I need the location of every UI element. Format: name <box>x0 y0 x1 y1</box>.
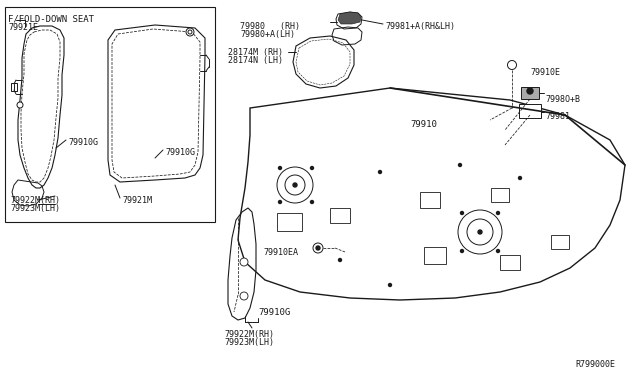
Text: 79921E: 79921E <box>8 23 38 32</box>
Circle shape <box>478 230 482 234</box>
Bar <box>491 188 509 202</box>
Text: 79910G: 79910G <box>165 148 195 157</box>
Circle shape <box>378 170 381 173</box>
Text: 79910G: 79910G <box>258 308 291 317</box>
Text: 79910G: 79910G <box>68 138 98 147</box>
Bar <box>278 213 303 231</box>
Circle shape <box>508 61 516 70</box>
Circle shape <box>17 102 23 108</box>
Text: 79981: 79981 <box>545 112 570 121</box>
Text: 79923M(LH): 79923M(LH) <box>224 338 274 347</box>
Circle shape <box>278 167 282 170</box>
Text: 79922M(RH): 79922M(RH) <box>224 330 274 339</box>
Text: 28174N (LH): 28174N (LH) <box>228 56 283 65</box>
Text: 79910EA: 79910EA <box>263 248 298 257</box>
Bar <box>420 192 440 208</box>
Circle shape <box>497 212 499 215</box>
Text: 79980   (RH): 79980 (RH) <box>240 22 300 31</box>
Text: 79981+A(RH&LH): 79981+A(RH&LH) <box>385 22 455 31</box>
Circle shape <box>339 259 342 262</box>
Circle shape <box>461 212 463 215</box>
Circle shape <box>310 167 314 170</box>
Circle shape <box>186 28 194 36</box>
Bar <box>521 87 539 99</box>
Bar <box>519 104 541 118</box>
Text: 79910: 79910 <box>410 120 437 129</box>
Circle shape <box>497 250 499 253</box>
Circle shape <box>310 201 314 203</box>
Circle shape <box>277 167 313 203</box>
Circle shape <box>240 258 248 266</box>
Circle shape <box>278 201 282 203</box>
Text: 79923M(LH): 79923M(LH) <box>10 204 60 213</box>
Text: 28174M (RH): 28174M (RH) <box>228 48 283 57</box>
Circle shape <box>388 283 392 286</box>
Circle shape <box>316 246 320 250</box>
Bar <box>330 208 350 222</box>
Bar <box>500 254 520 269</box>
Bar <box>551 235 569 249</box>
Circle shape <box>458 164 461 167</box>
Circle shape <box>285 175 305 195</box>
Circle shape <box>510 63 514 67</box>
Circle shape <box>527 88 533 94</box>
Circle shape <box>458 210 502 254</box>
Text: 79910E: 79910E <box>530 68 560 77</box>
Text: 79921M: 79921M <box>122 196 152 205</box>
Text: 79980+A(LH): 79980+A(LH) <box>240 30 295 39</box>
Text: F/FOLD-DOWN SEAT: F/FOLD-DOWN SEAT <box>8 14 94 23</box>
Polygon shape <box>338 12 361 24</box>
Circle shape <box>188 30 192 34</box>
Text: R799000E: R799000E <box>575 360 615 369</box>
Circle shape <box>467 219 493 245</box>
Circle shape <box>518 176 522 180</box>
Bar <box>11 83 17 91</box>
Circle shape <box>293 183 297 187</box>
Circle shape <box>461 250 463 253</box>
Text: 7998O+B: 7998O+B <box>545 95 580 104</box>
Circle shape <box>240 292 248 300</box>
Bar <box>424 247 446 263</box>
Circle shape <box>313 243 323 253</box>
Text: 79922M(RH): 79922M(RH) <box>10 196 60 205</box>
